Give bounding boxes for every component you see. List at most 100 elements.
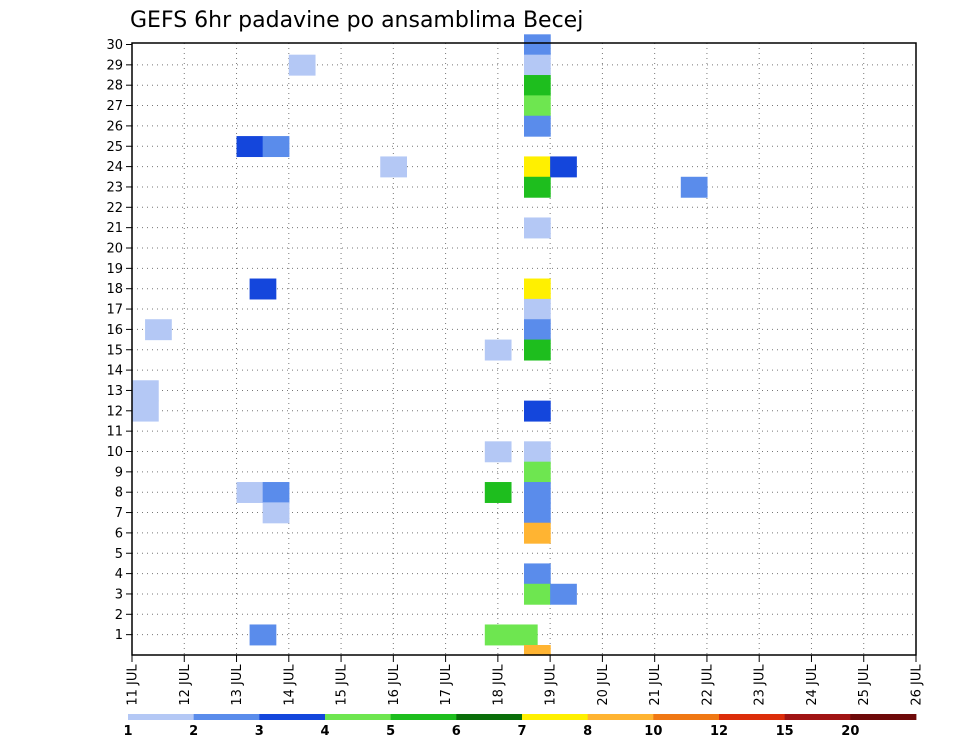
x-tick-label: 22 JUL xyxy=(700,664,715,706)
colorbar-swatch xyxy=(522,714,589,720)
y-tick-label: 2 xyxy=(115,608,123,623)
y-tick-label: 27 xyxy=(106,99,123,114)
precip-cell xyxy=(524,522,551,544)
x-tick-label: 15 JUL xyxy=(335,664,350,706)
precip-cell xyxy=(524,482,551,503)
y-tick-label: 28 xyxy=(106,79,123,94)
y-tick-label: 18 xyxy=(106,282,123,297)
y-tick-label: 15 xyxy=(106,343,123,358)
precip-cell xyxy=(524,400,551,422)
colorbar-label: 10 xyxy=(644,724,662,739)
precip-cell xyxy=(524,176,551,198)
x-tick-label: 17 JUL xyxy=(439,664,454,706)
precip-cell xyxy=(524,441,551,463)
y-tick-label: 25 xyxy=(106,140,123,155)
precip-cell xyxy=(524,583,551,605)
y-tick-label: 8 xyxy=(115,486,123,501)
precip-cell xyxy=(524,115,551,137)
precip-cell xyxy=(288,54,316,76)
y-tick-label: 24 xyxy=(106,160,123,175)
x-tick-label: 18 JUL xyxy=(491,664,506,706)
y-tick-label: 29 xyxy=(106,58,123,73)
x-tick-label: 21 JUL xyxy=(648,664,663,706)
colorbar-label: 20 xyxy=(841,724,859,739)
y-tick-label: 1 xyxy=(115,628,123,643)
precip-cell xyxy=(524,217,551,239)
precip-cell xyxy=(524,156,551,178)
precip-cell xyxy=(132,400,159,422)
colorbar-label: 7 xyxy=(517,724,526,739)
colorbar-swatch xyxy=(193,714,260,720)
colorbar-swatch xyxy=(325,714,392,720)
precip-cell xyxy=(145,319,172,341)
colorbar-label: 3 xyxy=(255,724,264,739)
precip-cell xyxy=(262,136,290,158)
precip-cell xyxy=(524,645,551,656)
y-tick-label: 4 xyxy=(115,567,123,582)
colorbar-label: 6 xyxy=(452,724,461,739)
precip-cell xyxy=(524,502,551,524)
colorbar-swatch xyxy=(850,714,917,720)
x-tick-label: 24 JUL xyxy=(805,664,820,706)
y-tick-label: 22 xyxy=(106,201,123,216)
precip-cell xyxy=(524,319,551,341)
precip-cell xyxy=(236,136,264,158)
precip-cell xyxy=(524,298,551,320)
colorbar-label: 15 xyxy=(776,724,794,739)
plot-frame xyxy=(131,42,917,656)
precip-cell xyxy=(262,482,290,503)
precip-cell xyxy=(249,278,277,300)
colorbar-swatch xyxy=(128,714,195,720)
y-tick-label: 11 xyxy=(106,425,123,440)
precip-cell xyxy=(524,339,551,361)
colorbar-label: 1 xyxy=(123,724,132,739)
colorbar-label: 12 xyxy=(710,724,728,739)
colorbar-swatch xyxy=(587,714,654,720)
precip-cell xyxy=(132,380,159,402)
precipitation-cells xyxy=(132,34,708,656)
precip-cell xyxy=(524,95,551,117)
precip-cell xyxy=(484,339,512,361)
colorbar-swatch xyxy=(259,714,326,720)
x-tick-label: 26 JUL xyxy=(910,664,925,706)
x-tick-label: 25 JUL xyxy=(857,664,872,706)
y-tick-label: 9 xyxy=(115,465,123,480)
x-tick-label: 19 JUL xyxy=(544,664,559,706)
colorbar-legend: 1 2 3 4 5 6 7 8 10 12 15 20 xyxy=(123,714,917,739)
precip-cell xyxy=(524,461,551,483)
x-tick-label: 13 JUL xyxy=(230,664,245,706)
colorbar-label: 8 xyxy=(583,724,592,739)
precip-cell xyxy=(550,156,577,178)
precip-cell xyxy=(249,624,277,646)
precip-cell xyxy=(524,75,551,96)
x-axis-ticks: 11 JUL 12 JUL 13 JUL 14 JUL 15 JUL 16 JUL 17 J… xyxy=(126,655,925,706)
chart-title: GEFS 6hr padavine po ansamblima Becej xyxy=(130,8,583,33)
x-tick-label: 23 JUL xyxy=(753,664,768,706)
y-tick-label: 17 xyxy=(106,303,123,318)
colorbar-label: 2 xyxy=(189,724,198,739)
y-tick-label: 20 xyxy=(106,242,123,257)
colorbar-swatch xyxy=(653,714,720,720)
colorbar-label: 5 xyxy=(386,724,395,739)
x-tick-label: 14 JUL xyxy=(282,664,297,706)
y-tick-label: 6 xyxy=(115,526,123,541)
precip-cell xyxy=(510,624,538,646)
precip-cell xyxy=(680,176,708,198)
y-tick-label: 16 xyxy=(106,323,123,338)
colorbar-swatch xyxy=(456,714,523,720)
x-tick-label: 12 JUL xyxy=(178,664,193,706)
y-tick-label: 19 xyxy=(106,262,123,277)
precip-cell xyxy=(380,156,407,178)
colorbar-swatch xyxy=(784,714,851,720)
precip-cell xyxy=(550,583,577,605)
precip-cell xyxy=(236,482,264,503)
y-tick-label: 10 xyxy=(106,445,123,460)
y-tick-label: 14 xyxy=(106,364,123,379)
precip-cell xyxy=(524,563,551,585)
precip-cell xyxy=(524,34,551,56)
y-tick-label: 13 xyxy=(106,384,123,399)
y-tick-label: 23 xyxy=(106,180,123,195)
y-tick-label: 7 xyxy=(115,506,123,521)
precip-cell xyxy=(484,482,512,503)
